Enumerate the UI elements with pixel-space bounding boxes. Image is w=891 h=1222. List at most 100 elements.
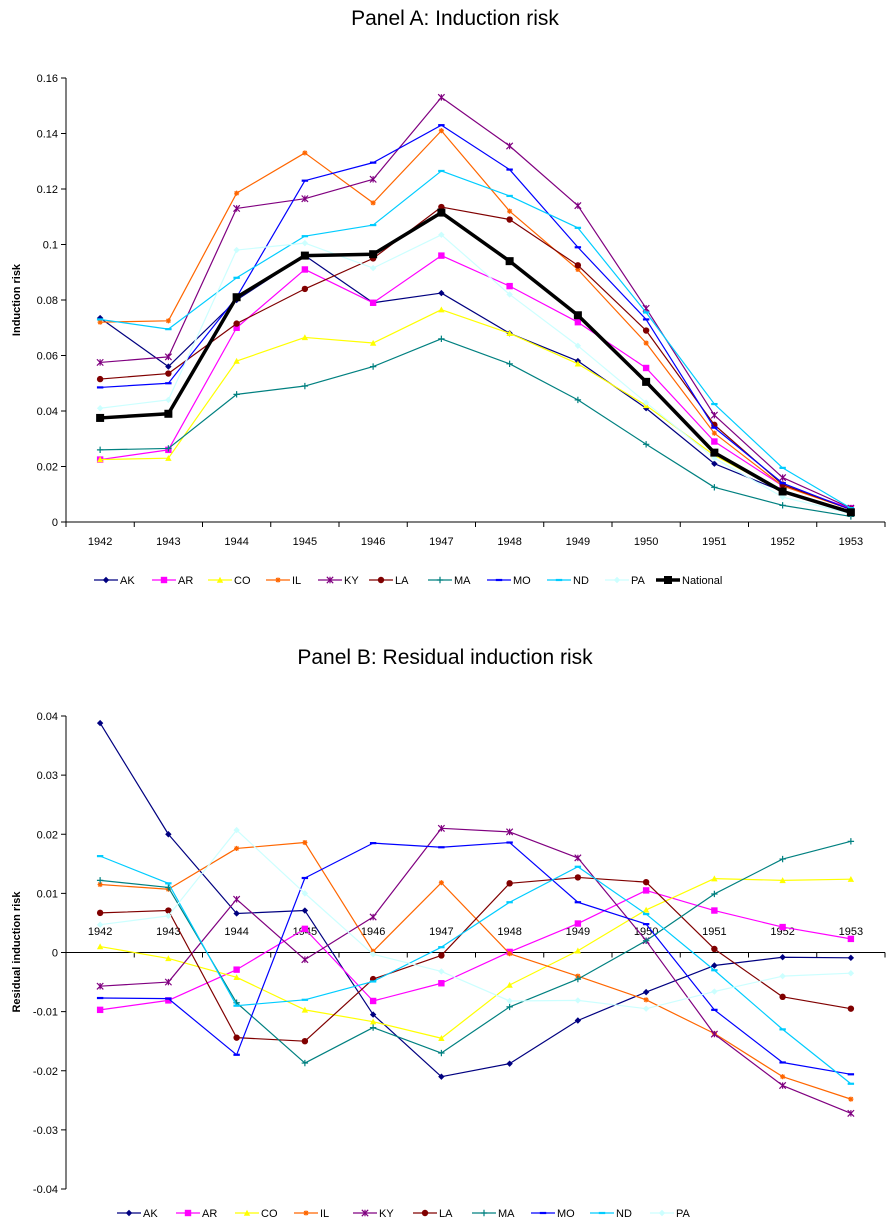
series-line: [100, 124, 852, 511]
data-point: [96, 877, 104, 884]
legend-item-pa: PA: [650, 1208, 691, 1220]
data-point: [573, 311, 582, 320]
data-point: [301, 890, 309, 897]
x-tick-label: 1948: [497, 926, 521, 938]
legend-item-nd: ND: [547, 575, 589, 587]
data-point: [848, 1096, 854, 1102]
data-point: [779, 993, 786, 1001]
data-point: [301, 1059, 309, 1067]
data-point: [506, 828, 514, 836]
data-point: [506, 282, 513, 290]
x-tick-label: 1948: [497, 536, 521, 548]
y-axis-label: Induction risk: [11, 263, 23, 336]
data-point: [234, 845, 240, 851]
legend-label: IL: [292, 575, 301, 587]
series-line: [100, 829, 851, 1010]
data-point: [438, 1035, 445, 1041]
x-tick-label: 1951: [702, 536, 726, 548]
data-point: [165, 912, 172, 920]
data-point: [780, 1074, 786, 1080]
legend-marker: [421, 1209, 429, 1217]
data-point: [369, 1011, 377, 1018]
legend-label: MO: [557, 1208, 575, 1220]
data-point: [369, 363, 377, 370]
legend: AK AR CO IL KY LA MA MO ND PA National: [94, 575, 722, 587]
data-point: [96, 446, 104, 454]
data-point: [711, 945, 718, 953]
data-point: [164, 409, 173, 418]
data-point: [302, 839, 308, 846]
x-tick-label: 1952: [770, 926, 794, 938]
data-point: [438, 231, 445, 238]
data-point: [847, 875, 855, 882]
panel-a: Panel A: Induction risk 0 0.02 0.04 0.06 0.08…: [11, 7, 886, 587]
data-point: [96, 909, 104, 917]
legend-marker: [160, 576, 168, 584]
series-national: [96, 208, 855, 517]
legend-marker: [243, 1209, 251, 1216]
series-line: [100, 255, 852, 509]
legend-marker: [361, 1209, 369, 1217]
data-point: [507, 208, 513, 214]
data-point: [506, 291, 513, 298]
data-point: [370, 200, 376, 206]
y-tick-label: 0.04: [37, 711, 58, 723]
data-point: [642, 878, 650, 886]
panel-title: Panel A: Induction risk: [351, 7, 559, 30]
x-tick-label: 1945: [293, 536, 317, 548]
x-tick-label: 1942: [88, 926, 112, 938]
data-point: [847, 969, 855, 977]
data-point: [506, 142, 514, 150]
legend-label: ND: [616, 1208, 632, 1220]
data-point: [506, 360, 513, 368]
legend-item-mo: MO: [487, 575, 531, 587]
data-point: [847, 935, 855, 943]
data-point: [301, 382, 309, 390]
data-point: [574, 1017, 582, 1024]
y-tick-label: 0.14: [37, 129, 58, 141]
series-co: [96, 875, 855, 1041]
data-point: [233, 895, 241, 903]
data-point: [438, 306, 445, 313]
data-point: [96, 943, 104, 950]
x-tick-label: 1946: [361, 536, 385, 548]
series-line: [99, 255, 852, 512]
legend-marker: [613, 576, 621, 584]
data-point: [847, 954, 855, 962]
data-point: [96, 719, 104, 727]
data-point: [438, 952, 445, 959]
series-pa: [96, 231, 855, 517]
series-line: [100, 234, 852, 515]
data-point: [847, 838, 855, 845]
data-point: [438, 968, 445, 975]
data-point: [642, 906, 650, 913]
y-tick-label: 0.04: [37, 406, 58, 418]
data-point: [97, 319, 103, 325]
series-pa: [96, 826, 855, 1012]
data-point: [574, 997, 582, 1004]
legend-marker: [664, 576, 672, 584]
y-tick-label: -0.01: [33, 1007, 58, 1019]
series-line: [100, 130, 852, 511]
y-tick-label: -0.04: [33, 1184, 58, 1196]
data-point: [711, 988, 718, 995]
legend-label: AK: [120, 575, 135, 587]
y-tick-label: -0.03: [33, 1125, 58, 1137]
legend-item-ak: AK: [117, 1208, 158, 1220]
data-point: [165, 370, 172, 377]
data-point: [233, 966, 240, 973]
data-point: [711, 875, 718, 882]
x-tick-label: 1947: [429, 926, 453, 938]
x-tick-label: 1951: [702, 926, 726, 938]
data-point: [506, 997, 513, 1005]
data-point: [643, 340, 649, 346]
data-point: [165, 318, 171, 324]
data-point: [779, 502, 786, 509]
data-point: [711, 484, 718, 491]
x-tick-label: 1953: [839, 536, 863, 548]
data-point: [301, 1006, 309, 1013]
data-point: [437, 824, 445, 832]
y-tick-label: 0: [52, 948, 58, 960]
data-point: [642, 399, 650, 406]
